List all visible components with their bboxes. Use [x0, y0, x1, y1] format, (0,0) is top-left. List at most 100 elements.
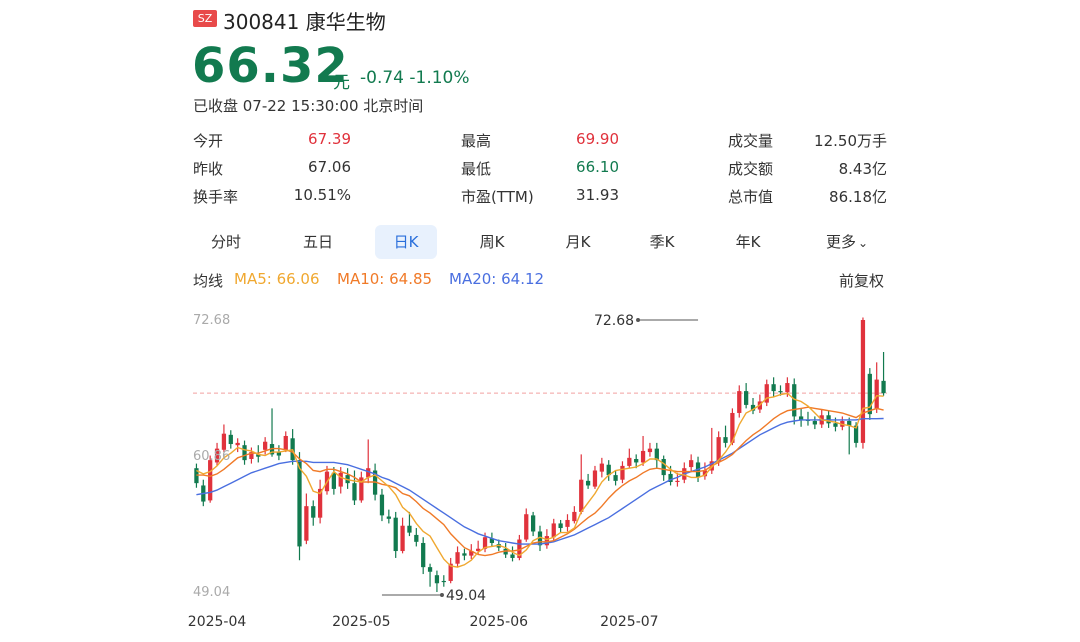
- candle-body: [627, 457, 632, 466]
- candle-body: [585, 480, 591, 486]
- stat-label-turnover: 成交额: [728, 160, 774, 178]
- stat-value-turnover-rate: 10.51%: [293, 186, 351, 204]
- candle-body: [675, 480, 680, 483]
- ma5-line: [196, 392, 884, 568]
- tab-daily-k[interactable]: 日K: [375, 225, 437, 259]
- candle-body: [366, 468, 371, 478]
- candle-body: [847, 421, 852, 426]
- candle-body: [462, 553, 467, 556]
- candle-body: [620, 465, 625, 480]
- stat-value-market-cap: 86.18亿: [829, 188, 887, 206]
- candle-body: [771, 384, 776, 392]
- candle-body: [716, 437, 721, 462]
- x-tick-label: 2025-04: [188, 614, 247, 630]
- candle-body: [263, 441, 268, 450]
- candle-body: [833, 423, 838, 427]
- candle-body: [214, 448, 220, 463]
- tab-weekly-k[interactable]: 周K: [479, 233, 505, 251]
- candle-body: [338, 472, 343, 487]
- ma-label: 均线: [193, 272, 224, 290]
- y-tick-label: 49.04: [193, 585, 230, 600]
- candle-body: [530, 515, 536, 532]
- candle-body: [249, 452, 254, 459]
- ma10-legend: MA10: 64.85: [337, 270, 433, 288]
- candle-body: [572, 511, 577, 522]
- candle-body: [242, 445, 247, 461]
- candle-body: [654, 448, 659, 461]
- candle-body: [510, 554, 515, 558]
- stat-value-pe: 31.93: [576, 186, 619, 204]
- stat-label-high: 最高: [461, 132, 492, 150]
- candle-body: [256, 454, 261, 457]
- candle-body: [386, 516, 391, 519]
- candlestick-chart: 72.68 60.86 49.04 2025-04 2025-05 2025-06 2025…: [188, 313, 887, 630]
- stat-label-turnover-rate: 换手率: [193, 188, 239, 206]
- candle-body: [661, 458, 666, 476]
- stat-value-prev-close: 67.06: [308, 158, 351, 176]
- candle-body: [407, 525, 412, 533]
- candle-body: [668, 473, 673, 483]
- candle-body: [750, 404, 756, 411]
- price-change: -0.74 -1.10%: [360, 68, 470, 88]
- candle-body: [421, 542, 426, 568]
- candle-body: [441, 580, 446, 583]
- candle-body: [537, 531, 543, 546]
- candle-body: [482, 537, 488, 549]
- y-tick-label: 60.86: [193, 449, 230, 464]
- candle-body: [634, 458, 639, 463]
- candle-body: [221, 433, 227, 450]
- market-status: 已收盘 07-22 15:30:00 北京时间: [193, 97, 424, 115]
- candle-body: [647, 448, 653, 453]
- candle-body: [400, 525, 405, 552]
- candle-body: [874, 379, 879, 409]
- candle-body: [414, 534, 419, 542]
- stat-label-market-cap: 总市值: [728, 188, 774, 206]
- low-annotation-dot: [439, 593, 444, 597]
- candle-body: [393, 517, 398, 552]
- stat-label-low: 最低: [461, 160, 492, 178]
- tab-five-day[interactable]: 五日: [302, 233, 333, 251]
- period-tabs: 分时 五日 日K 周K 月K 季K 年K 更多 ⌄: [193, 225, 887, 259]
- candle-body: [448, 563, 453, 581]
- candle-body: [304, 506, 309, 541]
- candle-body: [764, 384, 769, 403]
- low-annotation-label: 49.04: [446, 588, 486, 604]
- candle-body: [881, 380, 886, 394]
- candle-body: [853, 425, 859, 443]
- candle-body: [427, 567, 433, 572]
- stat-label-open: 今开: [193, 132, 224, 150]
- candle-body: [640, 450, 646, 463]
- candle-body: [558, 523, 563, 529]
- candle-body: [524, 514, 529, 540]
- candle-body: [283, 435, 288, 450]
- candle-body: [689, 460, 694, 468]
- y-tick-label: 72.68: [193, 313, 230, 328]
- ma10-line: [196, 406, 884, 557]
- candle-body: [867, 373, 872, 415]
- candle-body: [599, 463, 604, 472]
- candle-body: [455, 552, 460, 564]
- stat-label-prev-close: 昨收: [193, 160, 224, 178]
- stat-value-high: 69.90: [576, 130, 619, 148]
- exchange-badge: SZ: [193, 10, 217, 27]
- candle-body: [744, 391, 749, 405]
- candle-body: [723, 437, 728, 443]
- high-annotation-label: 72.68: [594, 313, 634, 329]
- tab-intraday[interactable]: 分时: [210, 233, 241, 251]
- candle-body: [812, 421, 817, 425]
- candle-body: [317, 488, 323, 518]
- candle-body: [730, 412, 735, 443]
- current-price: 66.32: [192, 38, 349, 94]
- tab-monthly-k[interactable]: 月K: [565, 233, 591, 251]
- adjust-button[interactable]: 前复权: [839, 272, 885, 290]
- x-tick-label: 2025-06: [470, 614, 529, 630]
- tab-yearly-k[interactable]: 年K: [735, 233, 761, 251]
- stat-label-volume: 成交量: [728, 132, 774, 150]
- candle-body: [792, 384, 797, 417]
- stat-label-pe: 市盈(TTM): [461, 188, 534, 206]
- candle-body: [517, 539, 522, 558]
- ma20-line: [196, 417, 884, 545]
- tab-quarterly-k[interactable]: 季K: [649, 233, 675, 251]
- candle-body: [331, 472, 336, 489]
- tab-more[interactable]: 更多 ⌄: [807, 225, 887, 259]
